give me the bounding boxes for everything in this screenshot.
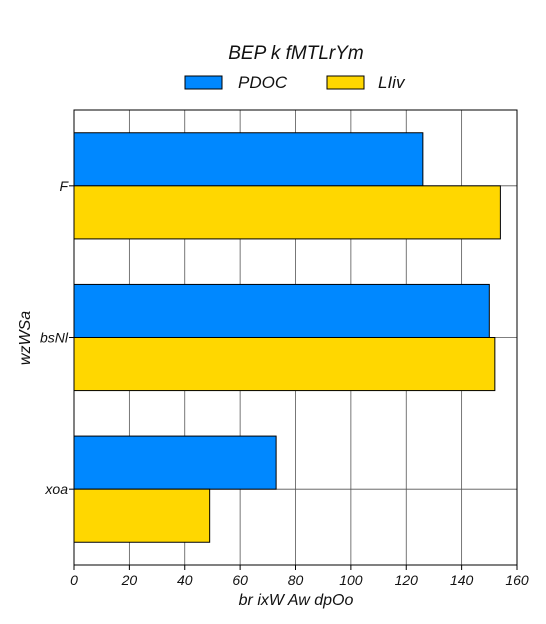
x-tick-label: 40 bbox=[177, 572, 193, 588]
x-tick-label: 20 bbox=[121, 572, 138, 588]
bars bbox=[73, 132, 501, 543]
chart-title: BEP k fMTLrYm bbox=[228, 43, 363, 64]
x-tick-label: 140 bbox=[450, 572, 474, 588]
bar-pdoc-bsnl bbox=[73, 283, 490, 338]
legend-label-liiv: LIiv bbox=[378, 73, 406, 92]
x-tick-label: 120 bbox=[395, 572, 419, 588]
x-axis-label: br ixW Aw dpOo bbox=[239, 592, 354, 609]
bar-liiv-f bbox=[73, 185, 501, 240]
y-tick-label: bsNl bbox=[40, 330, 69, 346]
x-tick-label: 0 bbox=[70, 572, 78, 588]
y-tick-label: F bbox=[59, 178, 69, 194]
legend-label-pdoc: PDOC bbox=[238, 73, 288, 92]
x-tick-label: 80 bbox=[288, 572, 304, 588]
y-tick-label: xoa bbox=[44, 481, 68, 497]
legend: PDOC LIiv bbox=[184, 73, 406, 92]
legend-swatch-liiv bbox=[326, 75, 365, 90]
x-tick-label: 100 bbox=[339, 572, 363, 588]
y-axis-label: wzWSa bbox=[17, 311, 34, 365]
bar-liiv-xoa bbox=[73, 488, 211, 543]
bar-liiv-bsnl bbox=[73, 337, 496, 392]
x-tick-label: 60 bbox=[232, 572, 248, 588]
bar-pdoc-f bbox=[73, 132, 424, 187]
x-axis-ticks: 0 20 40 60 80 100 120 140 160 bbox=[70, 565, 529, 588]
bar-pdoc-xoa bbox=[73, 435, 277, 490]
x-tick-label: 160 bbox=[505, 572, 529, 588]
legend-swatch-pdoc bbox=[184, 75, 223, 90]
